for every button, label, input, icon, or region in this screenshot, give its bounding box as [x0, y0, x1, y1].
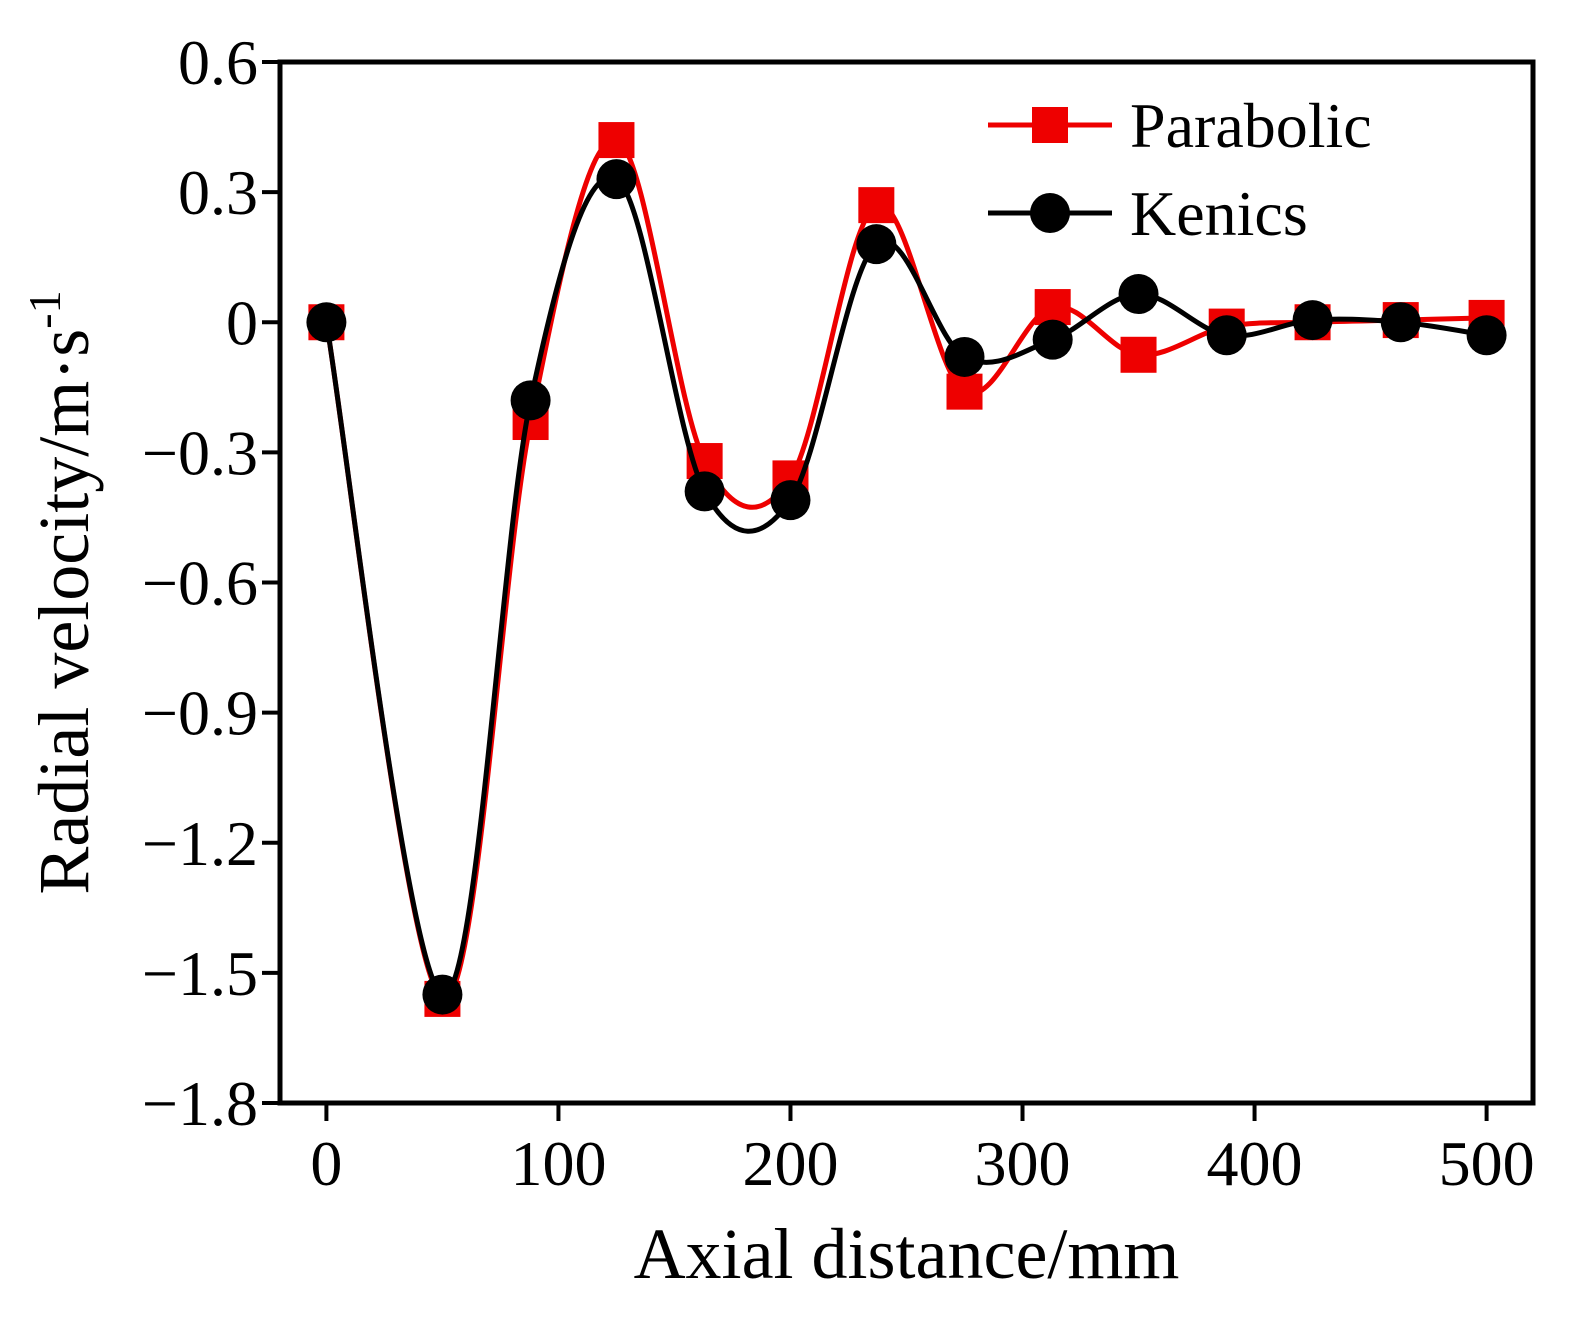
data-point-parabolic	[1034, 289, 1071, 326]
y-tick-label: −1.8	[142, 1068, 258, 1139]
x-tick-label: 0	[310, 1128, 342, 1199]
legend-label-kenics: Kenics	[1130, 178, 1308, 249]
series-layer	[306, 122, 1507, 1017]
data-point-parabolic	[598, 122, 635, 159]
y-tick-label: −0.9	[142, 678, 258, 749]
y-tick-label: −0.6	[142, 548, 258, 619]
x-tick-label: 200	[742, 1128, 838, 1199]
data-point-kenics	[422, 974, 463, 1015]
data-point-kenics	[944, 336, 985, 377]
plot-frame	[277, 59, 1536, 1106]
legend-marker-parabolic	[1032, 107, 1068, 143]
data-point-kenics	[1118, 274, 1159, 315]
y-tick-label: 0	[226, 287, 258, 358]
x-tick-label: 500	[1439, 1128, 1535, 1199]
y-tick-label: 0.6	[178, 27, 258, 98]
data-point-parabolic	[1120, 336, 1157, 373]
data-point-kenics	[1206, 315, 1247, 356]
data-point-kenics	[1292, 300, 1333, 341]
data-point-kenics	[306, 302, 347, 343]
y-tick-label: −1.5	[142, 938, 258, 1009]
data-point-kenics	[510, 380, 551, 421]
data-point-kenics	[856, 224, 897, 265]
data-point-kenics	[596, 159, 637, 200]
data-point-kenics	[1466, 315, 1507, 356]
axis-ticks: 0 100 200 300 400 500 0.6 0.3 0 −0.3 −0.6 −0.9 −1.2 −…	[142, 27, 1535, 1199]
x-axis-title: Axial distance/mm	[634, 1214, 1180, 1294]
x-tick-label: 400	[1207, 1128, 1303, 1199]
x-tick-label: 100	[510, 1128, 606, 1199]
data-point-parabolic	[858, 187, 895, 224]
y-axis-title-superscript: -1	[19, 290, 70, 328]
series-kenics	[306, 159, 1507, 1015]
x-tick-label: 300	[975, 1128, 1071, 1199]
data-point-kenics	[1032, 319, 1073, 360]
y-tick-label: −1.2	[142, 808, 258, 879]
y-tick-label: −0.3	[142, 417, 258, 488]
y-axis-title-main: Radial velocity/m·s	[24, 329, 104, 895]
legend: Parabolic Kenics	[988, 90, 1372, 249]
data-point-kenics	[684, 471, 725, 512]
y-tick-label: 0.3	[178, 157, 258, 228]
legend-label-parabolic: Parabolic	[1130, 90, 1372, 161]
data-point-kenics	[770, 480, 811, 521]
series-line-parabolic	[323, 137, 1487, 1002]
data-point-kenics	[1380, 302, 1421, 343]
legend-marker-kenics	[1030, 193, 1070, 233]
y-axis-title: Radial velocity/m·s-1	[19, 290, 104, 894]
data-point-parabolic	[946, 373, 983, 410]
